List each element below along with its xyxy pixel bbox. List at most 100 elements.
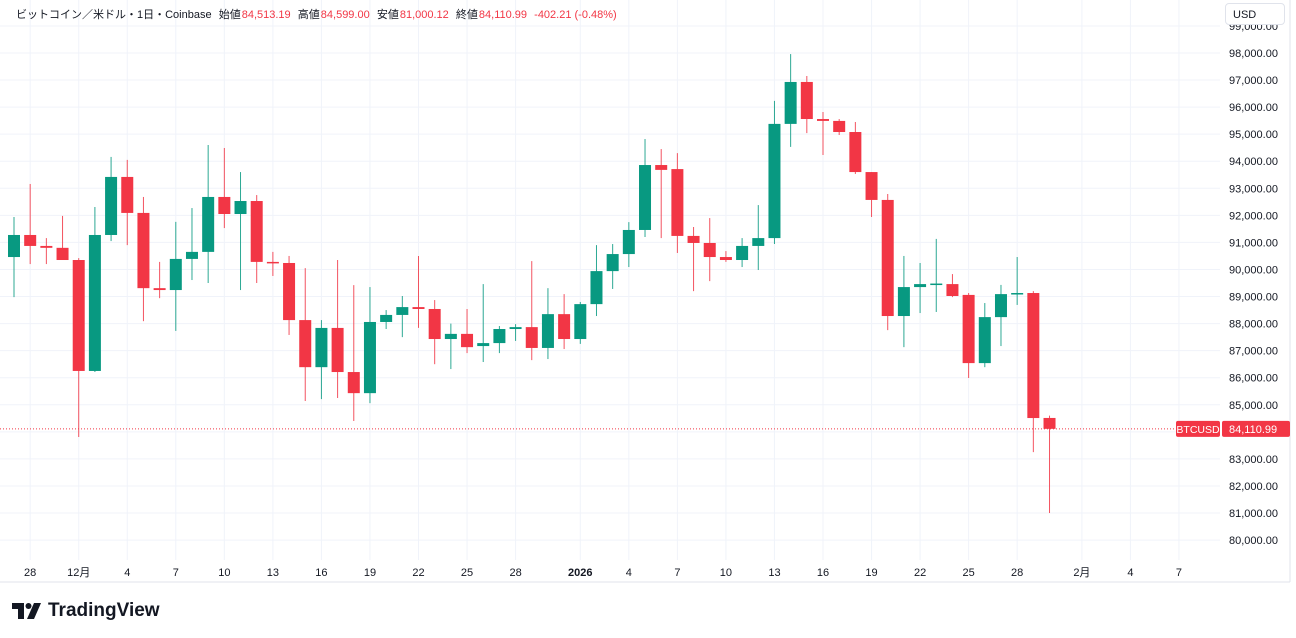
candle-up	[493, 329, 506, 344]
x-tick-label: 28	[24, 567, 36, 579]
candle-up	[185, 251, 198, 259]
y-tick-label: 98,000.00	[1229, 48, 1278, 60]
candle-down	[800, 81, 813, 120]
x-tick-label: 22	[412, 567, 424, 579]
candle-down	[40, 245, 53, 248]
x-tick-label: 7	[674, 567, 680, 579]
x-tick-label: 7	[173, 567, 179, 579]
candle-up	[994, 294, 1007, 318]
x-tick-label: 13	[267, 567, 279, 579]
candle-up	[234, 201, 247, 215]
x-tick-label: 4	[626, 567, 632, 579]
y-tick-label: 90,000.00	[1229, 264, 1278, 276]
candle-down	[833, 120, 846, 133]
candle-up	[752, 238, 765, 246]
candle-up	[639, 165, 652, 230]
candle-down	[56, 247, 69, 261]
candle-down	[218, 196, 231, 215]
low-value: 81,000.12	[399, 9, 449, 21]
candle-up	[606, 254, 619, 272]
x-tick-label: 16	[315, 567, 327, 579]
change-value: -402.21 (-0.48%)	[534, 9, 617, 21]
x-tick-label: 25	[962, 567, 974, 579]
candle-down	[121, 176, 134, 213]
x-tick-label: 25	[461, 567, 473, 579]
candle-down	[137, 212, 150, 289]
close-label: 終値	[455, 9, 478, 21]
candle-down	[703, 242, 716, 258]
candle-down	[266, 261, 279, 264]
x-tick-label: 22	[914, 567, 926, 579]
candle-up	[768, 123, 781, 239]
open-value: 84,513.19	[241, 9, 291, 21]
candle-up	[396, 307, 409, 315]
candle-down	[250, 201, 263, 262]
candle-up	[914, 284, 927, 288]
candle-up	[169, 258, 182, 291]
candle-up	[784, 81, 797, 124]
candle-down	[347, 372, 360, 394]
price-tag: 84,110.99	[1229, 424, 1277, 436]
x-tick-label: 2026	[568, 567, 592, 579]
candle-up	[105, 176, 118, 235]
y-tick-label: 86,000.00	[1229, 373, 1278, 385]
tradingview-logo[interactable]: TradingView	[12, 600, 160, 622]
y-tick-label: 82,000.00	[1229, 481, 1278, 493]
candle-up	[736, 245, 749, 261]
candle-up	[202, 196, 215, 252]
candle-up	[88, 234, 101, 371]
candle-up	[930, 283, 943, 286]
symbol-legend: ビットコイン／米ドル・1日・Coinbase 始値84,513.19 高値84,…	[16, 6, 618, 22]
x-tick-label: 4	[1127, 567, 1133, 579]
x-tick-label: 12月	[67, 567, 90, 579]
candle-up	[978, 317, 991, 364]
symbol-tag: BTCUSD	[1176, 424, 1220, 436]
y-tick-label: 81,000.00	[1229, 508, 1278, 520]
x-tick-label: 2月	[1073, 567, 1090, 579]
x-tick-label: 16	[817, 567, 829, 579]
candle-up	[574, 304, 587, 340]
candle-down	[72, 260, 85, 371]
candle-down	[817, 119, 829, 121]
x-tick-label: 10	[218, 567, 230, 579]
currency-button[interactable]: USD	[1225, 3, 1285, 25]
y-tick-label: 96,000.00	[1229, 102, 1278, 114]
candle-down	[461, 333, 474, 348]
candle-down	[24, 234, 37, 246]
y-tick-label: 85,000.00	[1229, 400, 1278, 412]
y-tick-label: 87,000.00	[1229, 346, 1278, 358]
candle-down	[428, 308, 441, 340]
candle-down	[655, 165, 668, 170]
candle-down	[946, 284, 959, 296]
y-tick-label: 95,000.00	[1229, 129, 1278, 141]
tradingview-logo-icon	[12, 603, 41, 619]
price-tag-bg	[1222, 420, 1290, 437]
high-value: 84,599.00	[320, 9, 370, 21]
y-tick-label: 93,000.00	[1229, 183, 1278, 195]
x-tick-label: 4	[124, 567, 130, 579]
high-label: 高値	[297, 9, 320, 21]
x-tick-label: 19	[364, 567, 376, 579]
candle-down	[558, 314, 571, 340]
candle-up	[622, 229, 635, 255]
symbol-tag-bg	[1176, 420, 1220, 437]
x-tick-label: 19	[865, 567, 877, 579]
candle-down	[299, 320, 312, 368]
y-tick-label: 83,000.00	[1229, 454, 1278, 466]
candle-up	[590, 271, 603, 305]
candle-down	[865, 172, 878, 200]
candle-down	[1043, 417, 1056, 429]
candle-down	[719, 257, 732, 261]
candle-down	[525, 327, 538, 348]
symbol-title: ビットコイン／米ドル・1日・Coinbase	[16, 9, 212, 21]
close-value: 84,110.99	[478, 9, 528, 21]
candle-down	[849, 132, 862, 173]
candle-up	[363, 321, 376, 394]
x-tick-label: 28	[509, 567, 521, 579]
candle-up	[8, 234, 20, 258]
candle-down	[412, 307, 425, 309]
candle-up	[1011, 293, 1024, 295]
y-tick-label: 91,000.00	[1229, 237, 1278, 249]
y-tick-label: 97,000.00	[1229, 75, 1278, 87]
